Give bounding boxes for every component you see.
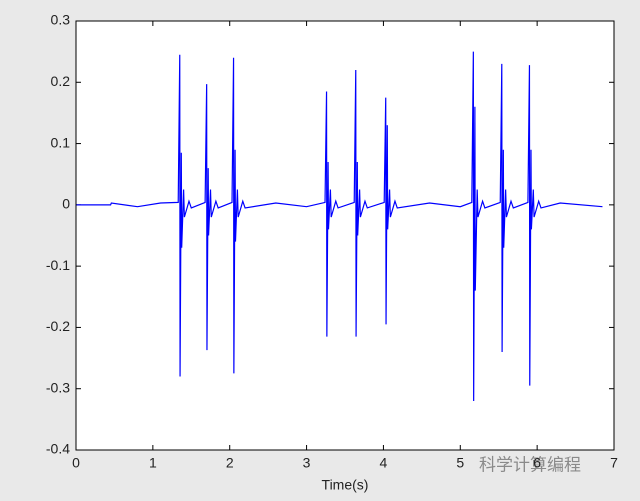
y-tick-label: -0.2 (46, 318, 70, 334)
x-tick-label: 1 (149, 455, 157, 471)
x-tick-label: 0 (72, 455, 80, 471)
x-tick-label: 4 (380, 455, 388, 471)
x-tick-label: 7 (610, 455, 618, 471)
y-tick-label: -0.4 (46, 441, 70, 457)
y-tick-label: 0.1 (51, 134, 71, 150)
y-tick-label: 0.2 (51, 73, 71, 89)
x-tick-label: 3 (303, 455, 311, 471)
y-tick-label: -0.3 (46, 379, 70, 395)
axes-box (75, 20, 615, 451)
x-tick-label: 5 (456, 455, 464, 471)
watermark: 科学计算编程 (479, 455, 581, 474)
y-tick-label: -0.1 (46, 257, 70, 273)
x-tick-label: 2 (226, 455, 234, 471)
y-tick-label: 0 (62, 196, 70, 212)
x-tick-label: 6 (533, 455, 541, 471)
plot-area (76, 21, 614, 450)
x-axis-label: Time(s) (322, 477, 369, 493)
y-tick-label: 0.3 (51, 12, 71, 28)
waveform (76, 51, 603, 401)
